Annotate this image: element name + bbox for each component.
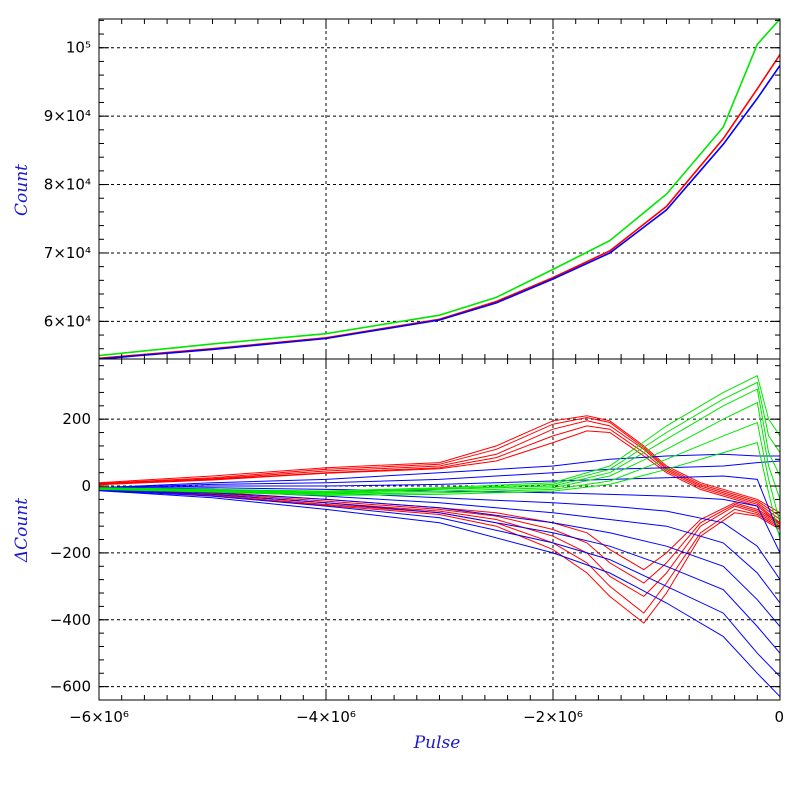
series-line [99,388,780,494]
series-line [99,487,780,614]
x-tick-label: −6×10⁶ [69,708,129,726]
series-line [99,489,780,677]
series-line [99,430,780,525]
y-tick-label: 10⁵ [66,39,91,57]
bottom-panel: −600 −400 −200 0 200 −6×10⁶ −4×10⁶ −2×10⁶ 0 ΔCou… [12,358,784,753]
y-tick-label: −600 [50,678,91,696]
y-tick-label: 0 [81,477,91,495]
series-line [99,54,780,359]
series-line [99,487,780,624]
x-tick-label: 0 [774,708,784,726]
series-line [99,420,780,520]
top-y-axis-title: Count [12,164,32,216]
y-tick-label: 8×10⁴ [44,176,91,194]
series-line [99,441,780,540]
bottom-series [99,374,780,698]
top-series [99,19,780,359]
y-tick-label: −400 [50,611,91,629]
x-axis-title: Pulse [413,733,461,753]
series-line [99,489,780,627]
y-tick-label: 9×10⁴ [44,107,91,125]
series-line [99,475,780,537]
series-line [99,489,780,654]
series-line [99,415,780,514]
top-panel-frame [98,18,781,360]
series-line [99,421,780,523]
x-tick-label: −2×10⁶ [523,708,583,726]
series-line [99,381,780,493]
series-line [99,416,780,517]
series-line [99,65,780,359]
y-tick-label: 200 [62,410,91,428]
series-line [99,19,780,357]
bottom-series-group [99,374,780,698]
series-line [99,374,780,492]
series-line [99,425,780,524]
series-line [99,490,780,698]
series-line [99,488,780,604]
series-line [99,460,780,489]
series-line [99,453,780,489]
series-line [99,487,780,554]
bottom-ticks: −600 −400 −200 0 200 −6×10⁶ −4×10⁶ −2×10⁶ 0 [50,359,784,726]
top-grid [99,19,780,359]
top-series-group [99,19,780,359]
y-tick-label: −200 [50,544,91,562]
top-panel: 6×10⁴ 7×10⁴ 8×10⁴ 9×10⁴ 10⁵ Count [12,18,781,360]
top-ticks: 6×10⁴ 7×10⁴ 8×10⁴ 9×10⁴ 10⁵ [44,19,781,359]
y-tick-label: 7×10⁴ [44,244,91,262]
series-line [99,401,780,500]
x-tick-label: −4×10⁶ [296,708,356,726]
series-line [99,486,780,584]
y-tick-label: 6×10⁴ [44,312,91,330]
bottom-y-axis-title: ΔCount [12,498,32,563]
